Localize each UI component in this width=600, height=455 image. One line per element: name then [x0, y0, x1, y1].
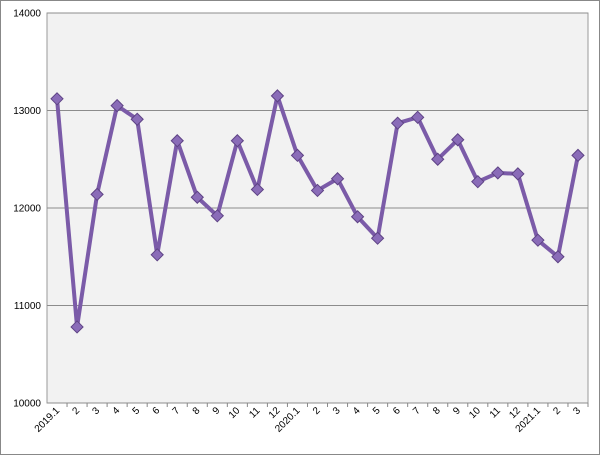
marker [350, 210, 365, 224]
marker [170, 134, 184, 148]
marker [270, 89, 285, 103]
marker [390, 116, 405, 130]
marker [491, 166, 505, 180]
y-tick-label: 12000 [13, 204, 41, 215]
marker [531, 233, 545, 247]
marker [230, 134, 245, 148]
marker [210, 209, 225, 223]
marker [511, 167, 525, 181]
marker [571, 148, 585, 163]
marker [70, 320, 84, 334]
marker [451, 133, 465, 147]
marker [310, 183, 325, 198]
marker [130, 112, 144, 126]
marker [431, 152, 445, 166]
marker [90, 187, 104, 202]
marker [370, 231, 385, 245]
y-tick-label: 11000 [14, 301, 42, 312]
marker [471, 174, 485, 189]
marker [250, 182, 265, 197]
marker [50, 92, 64, 106]
marker [410, 110, 425, 125]
marker [190, 190, 204, 204]
marker [150, 248, 164, 262]
marker [110, 98, 124, 113]
y-tick-label: 13000 [13, 106, 41, 117]
marker [551, 250, 565, 264]
marker [290, 148, 305, 163]
marker [330, 172, 345, 186]
y-tick-label: 14000 [13, 9, 41, 20]
y-tick-label: 10000 [13, 399, 41, 410]
